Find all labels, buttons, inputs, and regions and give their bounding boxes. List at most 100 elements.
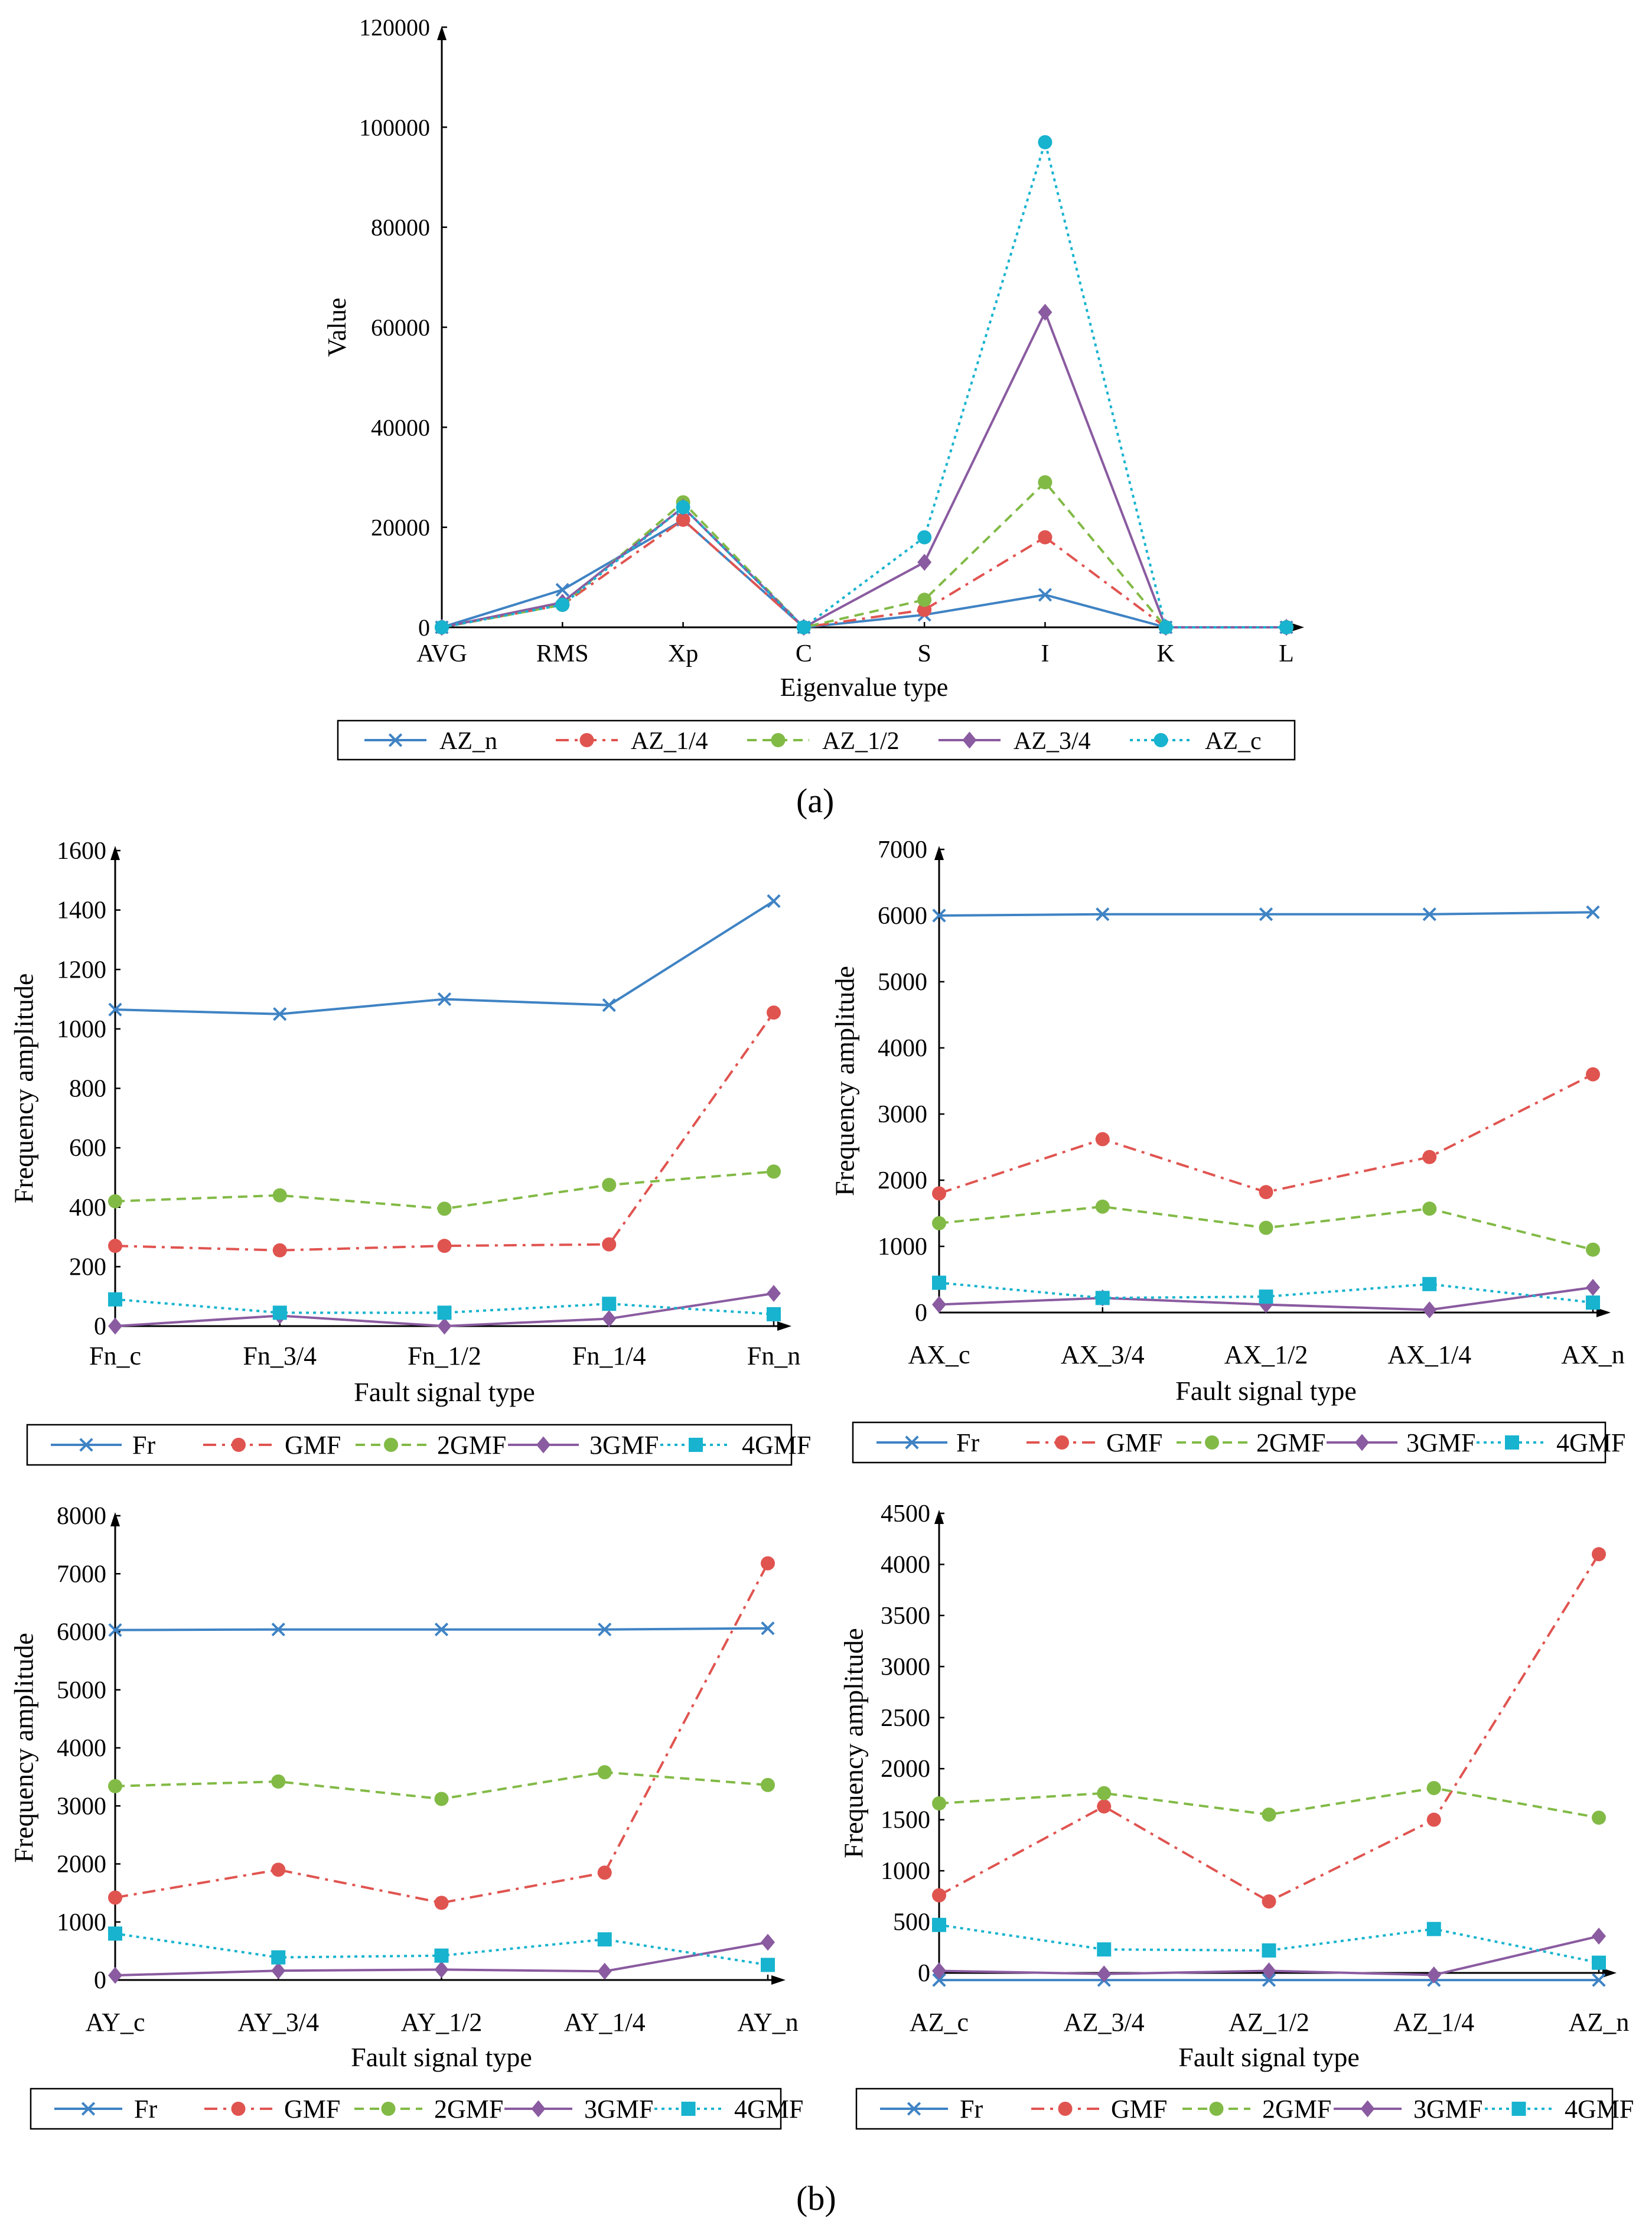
series-line bbox=[441, 311, 1286, 628]
legend-marker bbox=[907, 2102, 921, 2116]
data-point bbox=[434, 1948, 449, 1963]
data-point bbox=[1586, 1067, 1600, 1082]
legend-marker bbox=[1055, 1435, 1069, 1450]
data-point bbox=[271, 1950, 286, 1965]
x-axis-title: Fault signal type bbox=[351, 2042, 532, 2072]
y-tick-label: 1600 bbox=[57, 838, 106, 865]
data-point bbox=[1426, 1781, 1441, 1796]
y-tick-label: 8000 bbox=[57, 1503, 106, 1530]
data-point bbox=[108, 1292, 122, 1307]
x-tick-label: AZ_3/4 bbox=[1064, 2008, 1145, 2037]
data-point bbox=[676, 512, 690, 527]
legend-label: AZ_c bbox=[1205, 728, 1262, 755]
data-point bbox=[932, 1917, 946, 1932]
data-point bbox=[273, 1007, 287, 1021]
series-GMF bbox=[932, 1067, 1600, 1201]
y-tick-label: 0 bbox=[418, 614, 430, 641]
y-tick-label: 2000 bbox=[881, 1756, 930, 1783]
y-axis-title: Frequency amplitude bbox=[9, 973, 39, 1204]
legend-label: 4GMF bbox=[742, 1431, 811, 1460]
legend-label: GMF bbox=[1111, 2095, 1167, 2124]
legend-label: 3GMF bbox=[589, 1431, 659, 1460]
data-point bbox=[761, 1933, 775, 1951]
series-line bbox=[939, 1554, 1600, 1903]
series-Fr bbox=[932, 905, 1600, 923]
legend-marker bbox=[81, 2102, 96, 2116]
legend-marker bbox=[689, 1438, 703, 1452]
data-point bbox=[1592, 1547, 1606, 1562]
data-point bbox=[108, 1623, 122, 1637]
legend-marker bbox=[1058, 2102, 1073, 2116]
data-point bbox=[1279, 620, 1293, 634]
data-point bbox=[108, 1239, 122, 1253]
legend-label: GMF bbox=[1106, 1428, 1162, 1457]
data-point bbox=[767, 894, 781, 908]
data-point bbox=[555, 597, 570, 612]
y-tick-label: 7000 bbox=[878, 836, 927, 864]
x-axis-arrow bbox=[771, 1975, 786, 1985]
legend-label: 3GMF bbox=[1413, 2095, 1482, 2124]
data-point bbox=[1097, 1799, 1112, 1814]
data-point bbox=[597, 1865, 612, 1880]
x-tick-label: K bbox=[1157, 640, 1175, 667]
y-tick-label: 4000 bbox=[878, 1035, 927, 1062]
x-tick-label: Xp bbox=[668, 640, 698, 667]
data-point bbox=[1592, 1810, 1606, 1825]
series-Fr bbox=[108, 894, 781, 1021]
y-tick-label: 40000 bbox=[371, 414, 430, 441]
data-point bbox=[1097, 1965, 1112, 1983]
data-point bbox=[1592, 1955, 1606, 1970]
series-4GMF bbox=[108, 1292, 781, 1321]
data-point bbox=[272, 1305, 287, 1320]
data-point bbox=[917, 603, 932, 617]
legend-label: 4GMF bbox=[1556, 1428, 1625, 1457]
x-axis-title: Fault signal type bbox=[1175, 1376, 1357, 1406]
legend-marker bbox=[388, 733, 403, 747]
legend: Fr GMF 2GMF 3GMF 4GMF bbox=[852, 1421, 1625, 1464]
x-tick-label: C bbox=[796, 640, 812, 667]
data-point bbox=[1038, 530, 1053, 545]
x-tick-label: AZ_1/4 bbox=[1393, 2008, 1474, 2037]
data-point bbox=[437, 1201, 452, 1216]
legend-label: AZ_3/4 bbox=[1014, 728, 1091, 755]
series-line bbox=[115, 900, 775, 1015]
data-point bbox=[434, 1961, 449, 1978]
series-GMF bbox=[932, 1547, 1606, 1909]
y-tick-label: 3000 bbox=[878, 1101, 927, 1128]
data-point bbox=[1038, 588, 1053, 602]
legend: Fr GMF 2GMF 3GMF 4GMF bbox=[26, 1424, 811, 1466]
y-tick-label: 0 bbox=[94, 1967, 106, 1994]
series-4GMF bbox=[932, 1917, 1606, 1970]
legend-label: 2GMF bbox=[437, 1431, 506, 1460]
data-point bbox=[761, 1621, 775, 1636]
series-Fr bbox=[108, 1621, 775, 1637]
y-tick-label: 5000 bbox=[57, 1677, 106, 1704]
legend-marker bbox=[771, 733, 786, 747]
data-point bbox=[597, 1962, 612, 1980]
data-point bbox=[1262, 1943, 1276, 1958]
data-point bbox=[108, 1194, 122, 1209]
x-tick-label: AX_n bbox=[1561, 1340, 1625, 1369]
data-point bbox=[932, 1962, 946, 1979]
series-4GMF bbox=[932, 1275, 1600, 1310]
data-point bbox=[602, 998, 616, 1012]
data-point bbox=[598, 1622, 612, 1637]
data-point bbox=[602, 1310, 617, 1327]
x-tick-label: AX_c bbox=[908, 1340, 970, 1369]
data-point bbox=[932, 1296, 946, 1313]
data-point bbox=[1038, 135, 1053, 149]
data-point bbox=[1259, 1289, 1273, 1304]
y-tick-label: 60000 bbox=[371, 314, 430, 341]
series-line bbox=[115, 1012, 775, 1252]
y-tick-label: 3000 bbox=[881, 1653, 930, 1681]
y-tick-label: 4500 bbox=[881, 1500, 930, 1528]
legend-marker bbox=[384, 1438, 398, 1452]
legend-marker bbox=[1505, 1435, 1519, 1450]
subfigure-label-a: (a) bbox=[796, 781, 835, 820]
data-point bbox=[1097, 1786, 1112, 1800]
x-tick-label: AX_1/2 bbox=[1224, 1340, 1308, 1369]
data-point bbox=[761, 1556, 775, 1571]
data-point bbox=[1426, 1922, 1441, 1936]
data-point bbox=[917, 530, 932, 545]
y-tick-label: 2500 bbox=[881, 1705, 930, 1732]
